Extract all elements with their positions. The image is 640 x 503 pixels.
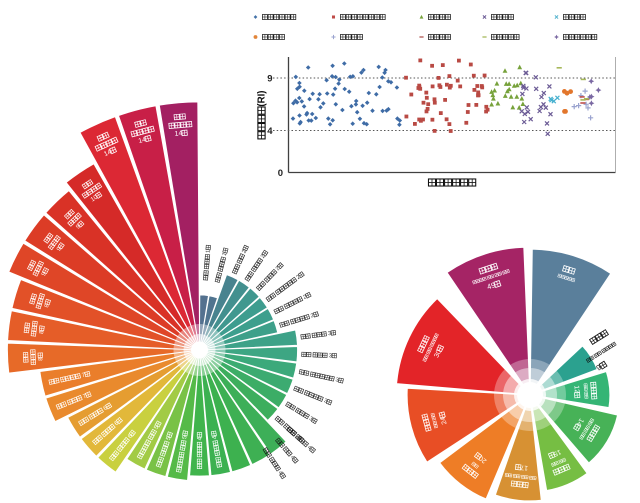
svg-text:10: 10 [89, 193, 99, 203]
svg-text:(RI): (RI) [257, 90, 268, 106]
svg-text:9: 9 [267, 73, 272, 84]
svg-text:12: 12 [572, 385, 580, 393]
svg-text:4: 4 [212, 435, 219, 440]
svg-text:0: 0 [278, 168, 283, 179]
svg-text:7: 7 [81, 372, 86, 379]
svg-text:5: 5 [166, 435, 173, 441]
svg-text:5: 5 [154, 424, 161, 430]
svg-text:8: 8 [44, 303, 51, 309]
svg-text:3: 3 [294, 434, 300, 441]
svg-text:4: 4 [277, 470, 284, 477]
svg-text:2: 2 [310, 313, 315, 320]
svg-text:2: 2 [241, 249, 248, 254]
svg-text:24: 24 [440, 416, 449, 425]
svg-text:4: 4 [306, 445, 313, 452]
svg-text:8: 8 [39, 330, 45, 335]
svg-text:9: 9 [75, 223, 82, 230]
svg-text:8: 8 [38, 357, 44, 361]
svg-text:14: 14 [174, 130, 182, 138]
svg-text:6: 6 [114, 420, 121, 427]
svg-text:14: 14 [103, 149, 113, 159]
svg-text:7: 7 [82, 393, 88, 400]
svg-text:4: 4 [267, 126, 273, 137]
svg-text:3: 3 [335, 377, 339, 384]
svg-text:9: 9 [41, 271, 48, 277]
svg-text:3: 3 [323, 398, 328, 405]
svg-text:14: 14 [138, 136, 147, 145]
svg-text:2: 2 [260, 254, 267, 260]
svg-text:9: 9 [594, 363, 602, 373]
svg-text:30: 30 [433, 349, 443, 359]
svg-text:20: 20 [478, 454, 488, 464]
svg-text:4: 4 [289, 455, 296, 462]
svg-text:3: 3 [329, 353, 332, 359]
svg-text:5: 5 [182, 435, 189, 440]
svg-text:6: 6 [127, 433, 134, 440]
svg-text:4: 4 [197, 436, 203, 440]
svg-text:9: 9 [56, 246, 63, 253]
svg-text:15: 15 [552, 448, 562, 457]
svg-text:14: 14 [575, 417, 585, 427]
svg-text:3: 3 [328, 331, 332, 337]
svg-text:2: 2 [302, 294, 308, 301]
svg-text:1: 1 [222, 252, 229, 257]
svg-text:49: 49 [486, 280, 497, 291]
svg-text:2: 2 [275, 266, 282, 272]
svg-text:6: 6 [103, 405, 110, 412]
svg-text:3: 3 [308, 416, 314, 423]
svg-text:1: 1 [206, 249, 212, 253]
svg-text:17: 17 [520, 463, 529, 471]
svg-text:2: 2 [296, 274, 302, 281]
